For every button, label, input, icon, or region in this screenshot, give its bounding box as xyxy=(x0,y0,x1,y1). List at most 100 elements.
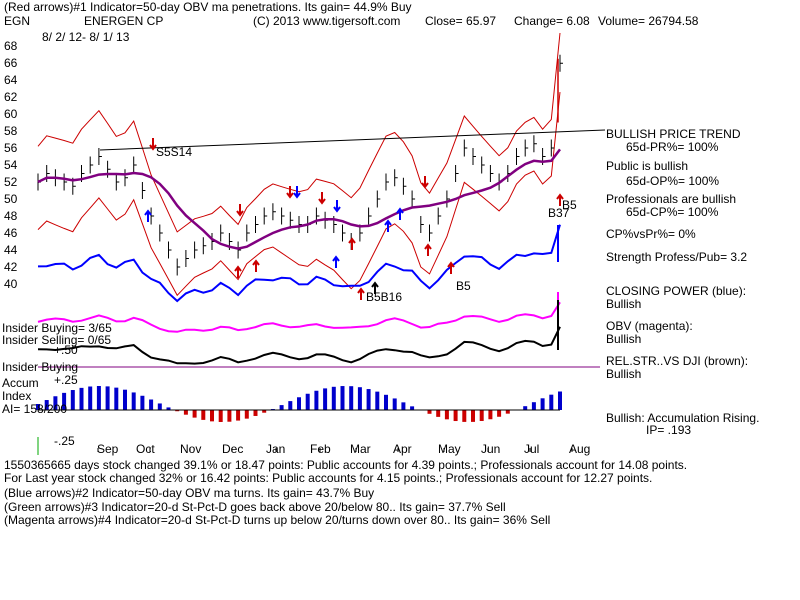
lower-tick-25: +.25 xyxy=(54,373,78,387)
insider-buying-label-2: Insider Buying xyxy=(2,360,79,374)
pr-value: 65d-PR%= 100% xyxy=(626,140,719,154)
insider-buying-label: Insider Buying= 3/65 xyxy=(2,321,112,335)
signal-arrow-up-head xyxy=(348,237,356,244)
ip-value: IP= .193 xyxy=(646,423,692,437)
y-tick-label: 60 xyxy=(4,107,18,121)
signal-arrow-down-head xyxy=(293,192,301,199)
signal-arrows xyxy=(144,138,564,300)
y-tick-label: 62 xyxy=(4,90,18,104)
cp-vs-pr: CP%vsPr%= 0% xyxy=(606,227,696,241)
indicator-overlays xyxy=(37,148,600,368)
footer-line5: (Magenta arrows)#4 Indicator=20-d St-Pct… xyxy=(4,513,551,527)
obv-status: Bullish xyxy=(606,332,642,346)
upper-band-line xyxy=(37,32,561,233)
month-label: May xyxy=(438,442,461,456)
relstr-status: Bullish xyxy=(606,367,642,381)
signal-arrow-up-head xyxy=(357,287,365,294)
footer-line2: For Last year stock changed 32% or 16.42… xyxy=(4,471,653,485)
signal-label-b37: B37 xyxy=(548,206,570,220)
accumulation-histogram xyxy=(36,386,562,422)
y-tick-label: 64 xyxy=(4,73,18,87)
footer-line3: (Blue arrows)#2 Indicator=50-day OBV ma … xyxy=(4,486,375,500)
signal-arrow-down-head xyxy=(149,144,157,151)
accum-label: Accum xyxy=(2,376,39,390)
month-label: Oct xyxy=(136,442,155,456)
signal-arrow-down-head xyxy=(318,198,326,205)
signal-arrow-down-head xyxy=(421,182,429,189)
signal-arrow-up-head xyxy=(447,261,455,268)
copyright: (C) 2013 www.tigersoft.com xyxy=(253,14,401,28)
signal-arrow-down-head xyxy=(286,192,294,199)
footer-line4: (Green arrows)#3 Indicator=20-d St-Pct-D… xyxy=(4,500,506,514)
volume-value: Volume= 26794.58 xyxy=(598,14,699,28)
obv-title: OBV (magenta): xyxy=(606,319,693,333)
month-label: Jan xyxy=(266,442,286,456)
change-value: Change= 6.08 xyxy=(514,14,590,28)
signal-arrow-up-head xyxy=(144,209,152,216)
month-label: Jul xyxy=(524,442,540,456)
footer-line1: 1550365665 days stock changed 39.1% or 1… xyxy=(4,458,688,472)
index-label: Index xyxy=(2,389,32,403)
signal-arrow-up-head xyxy=(371,281,379,288)
signal-arrow-up-head xyxy=(396,207,404,214)
moving-average-line xyxy=(37,148,561,250)
rel-strength-line xyxy=(37,326,561,365)
lower-tick-neg25: -.25 xyxy=(54,434,75,448)
header-line1: (Red arrows)#1 Indicator=50-day OBV ma p… xyxy=(4,0,412,14)
signal-label-b5: B5 xyxy=(562,198,577,212)
y-tick-label: 46 xyxy=(4,226,18,240)
month-label: Aug xyxy=(569,442,591,456)
month-label: Dec xyxy=(222,442,244,456)
professionals-status: Professionals are bullish xyxy=(606,192,737,206)
signal-arrow-up-head xyxy=(234,265,242,272)
month-label: Mar xyxy=(350,442,371,456)
price-bars xyxy=(37,54,563,276)
y-tick-label: 42 xyxy=(4,260,18,274)
y-tick-label: 56 xyxy=(4,141,18,155)
strength-ratio: Strength Profess/Pub= 3.2 xyxy=(606,250,748,264)
month-grid xyxy=(37,437,573,455)
signal-arrow-down-head xyxy=(333,206,341,213)
accumulation-status: Bullish: Accumulation Rising. xyxy=(606,411,760,425)
trend-line xyxy=(99,129,606,151)
month-label: Apr xyxy=(393,442,412,456)
op-value: 65d-OP%= 100% xyxy=(626,174,720,188)
signal-arrow-up-head xyxy=(424,243,432,250)
public-status: Public is bullish xyxy=(606,159,689,173)
signal-label-s5s14: S5S14 xyxy=(156,145,193,159)
signal-arrow-down-head xyxy=(236,210,244,217)
month-label: Nov xyxy=(180,442,202,456)
y-tick-label: 54 xyxy=(4,158,18,172)
signal-label-b5-apr: B5 xyxy=(456,279,471,293)
ai-label: AI= 158/200 xyxy=(2,402,68,416)
trend-title: BULLISH PRICE TREND xyxy=(606,127,741,141)
month-label: Sep xyxy=(97,442,119,456)
y-tick-label: 52 xyxy=(4,175,18,189)
close-value: Close= 65.97 xyxy=(425,14,497,28)
insider-selling-label: Insider Selling= 0/65 xyxy=(2,333,112,347)
y-tick-label: 48 xyxy=(4,209,18,223)
signal-arrow-up-head xyxy=(252,259,260,266)
signal-arrow-up-head xyxy=(332,255,340,262)
obv-line xyxy=(37,301,561,333)
signal-label-b5b16: B5B16 xyxy=(366,290,403,304)
relstr-title: REL.STR..VS DJI (brown): xyxy=(606,354,749,368)
ticker: EGN xyxy=(4,14,31,28)
signal-arrow-up-head xyxy=(384,219,392,226)
company-name: ENERGEN CP xyxy=(84,14,164,28)
y-tick-label: 66 xyxy=(4,56,18,70)
lower-tick-50: +.50 xyxy=(54,343,78,357)
y-tick-label: 68 xyxy=(4,39,18,53)
closing-power-line xyxy=(37,224,561,303)
y-tick-label: 58 xyxy=(4,124,18,138)
lower-band-line xyxy=(37,92,561,297)
month-label: Jun xyxy=(481,442,501,456)
y-tick-label: 40 xyxy=(4,277,18,291)
date-range: 8/ 2/ 12- 8/ 1/ 13 xyxy=(42,30,130,44)
y-tick-label: 44 xyxy=(4,243,18,257)
month-label: Feb xyxy=(310,442,331,456)
cp-value: 65d-CP%= 100% xyxy=(626,205,719,219)
closing-power-status: Bullish xyxy=(606,297,642,311)
y-tick-label: 50 xyxy=(4,192,18,206)
